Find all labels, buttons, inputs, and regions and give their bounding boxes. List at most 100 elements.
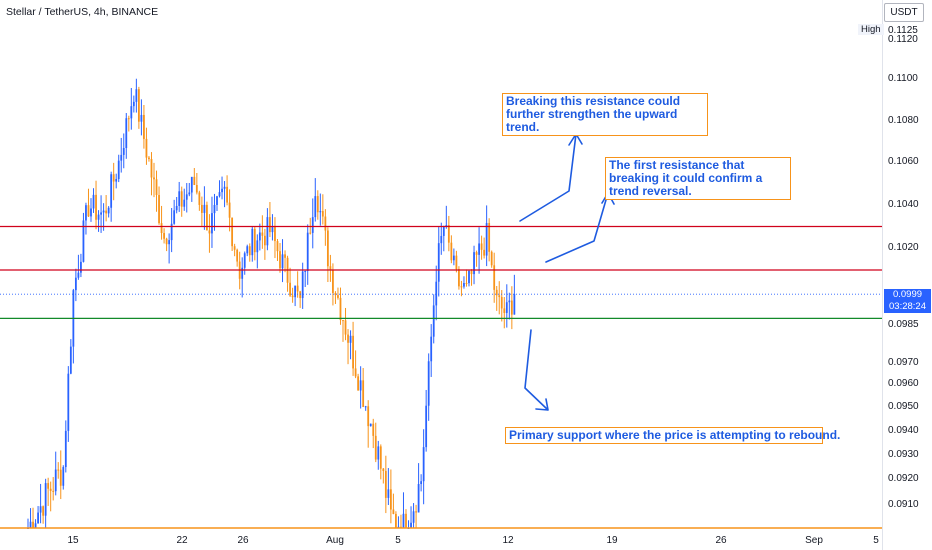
candle-body bbox=[258, 232, 261, 241]
x-tick-label: 5 bbox=[873, 535, 879, 546]
candle-body bbox=[223, 186, 226, 189]
candle-body bbox=[354, 368, 357, 377]
candle-body bbox=[289, 282, 291, 296]
currency-selector[interactable]: USDT bbox=[884, 3, 924, 22]
candle-body bbox=[266, 217, 269, 246]
annotation-resistance-2[interactable]: Breaking this resistance could further s… bbox=[502, 93, 708, 136]
candle-body bbox=[208, 230, 211, 234]
candle-body bbox=[190, 176, 193, 193]
annotation-support[interactable]: Primary support where the price is attem… bbox=[505, 427, 840, 444]
candle-body bbox=[387, 489, 390, 498]
candle-body bbox=[74, 277, 77, 291]
candle-body bbox=[97, 214, 100, 220]
level-lines bbox=[0, 225, 882, 320]
candle-body bbox=[198, 192, 201, 205]
candle-body bbox=[49, 488, 52, 491]
y-tick-label: 0.0920 bbox=[888, 473, 919, 484]
candle-body bbox=[475, 252, 478, 255]
candle-body bbox=[135, 89, 138, 102]
candle-body bbox=[165, 238, 168, 245]
candle-body bbox=[158, 195, 160, 224]
y-tick-label: 0.1125 bbox=[888, 25, 918, 36]
candle-body bbox=[427, 361, 430, 406]
candle-body bbox=[374, 435, 377, 460]
y-tick-label: 0.0950 bbox=[888, 401, 919, 412]
candle-body bbox=[284, 254, 286, 258]
candle-body bbox=[495, 289, 498, 296]
candle-body bbox=[77, 272, 80, 278]
candle-body bbox=[342, 320, 344, 322]
candle-body bbox=[256, 240, 259, 253]
arrow-support bbox=[524, 329, 549, 411]
candle-body bbox=[115, 179, 118, 182]
candle-body bbox=[510, 300, 513, 315]
candle-body bbox=[67, 373, 70, 431]
candle-body bbox=[485, 223, 488, 256]
candle-body bbox=[296, 285, 299, 292]
candle-body bbox=[498, 295, 501, 298]
candle-body bbox=[430, 336, 433, 362]
candle-body bbox=[505, 302, 508, 313]
candle-body bbox=[301, 271, 304, 299]
y-tick-label: 0.1080 bbox=[888, 115, 919, 126]
candle-body bbox=[480, 243, 483, 250]
candle-body bbox=[395, 513, 397, 528]
last-price-tag: 0.0999 03:28:24 bbox=[884, 289, 931, 313]
x-tick-label: 5 bbox=[395, 535, 401, 546]
candle-body bbox=[389, 489, 392, 510]
price-axis[interactable] bbox=[882, 0, 932, 550]
candle-body bbox=[460, 286, 463, 288]
candle-body bbox=[402, 513, 405, 528]
annotation-resistance-1[interactable]: The first resistance that breaking it co… bbox=[605, 157, 791, 200]
candle-body bbox=[369, 423, 372, 427]
candle-body bbox=[130, 106, 133, 119]
candle-body bbox=[137, 89, 140, 122]
y-tick-label: 0.0930 bbox=[888, 449, 919, 460]
candle-body bbox=[276, 241, 279, 252]
candle-body bbox=[226, 186, 228, 203]
y-tick-label: 0.1100 bbox=[888, 73, 918, 84]
candle-body bbox=[80, 261, 82, 273]
candle-body bbox=[352, 335, 354, 369]
candlestick-series bbox=[27, 78, 516, 529]
candle-body bbox=[107, 207, 110, 214]
candle-body bbox=[87, 205, 90, 217]
candle-body bbox=[62, 467, 65, 486]
x-tick-label: 26 bbox=[715, 535, 727, 546]
candle-body bbox=[82, 220, 85, 262]
candle-body bbox=[44, 483, 47, 516]
candle-body bbox=[34, 523, 37, 528]
candle-body bbox=[64, 430, 67, 468]
y-tick-label: 0.1060 bbox=[888, 156, 919, 167]
candle-body bbox=[337, 295, 339, 298]
high-label: High bbox=[858, 24, 884, 35]
x-tick-label: 15 bbox=[67, 535, 79, 546]
annotation-arrows bbox=[519, 133, 615, 411]
candle-body bbox=[455, 255, 458, 270]
candle-body bbox=[29, 521, 32, 528]
candle-body bbox=[39, 506, 42, 513]
candle-body bbox=[168, 240, 171, 245]
candle-body bbox=[188, 192, 191, 195]
candle-body bbox=[344, 320, 347, 335]
candle-body bbox=[488, 223, 491, 252]
candle-body bbox=[52, 490, 55, 492]
candle-body bbox=[463, 283, 465, 287]
candle-body bbox=[329, 266, 332, 271]
candle-body bbox=[377, 446, 380, 460]
candle-body bbox=[490, 251, 493, 266]
candle-body bbox=[248, 246, 251, 256]
y-tick-label: 0.0910 bbox=[888, 499, 919, 510]
candle-body bbox=[379, 446, 382, 469]
candle-body bbox=[95, 194, 97, 220]
candle-body bbox=[263, 235, 266, 246]
candle-body bbox=[468, 270, 470, 284]
candle-body bbox=[175, 205, 178, 211]
candle-body bbox=[304, 270, 307, 272]
candle-body bbox=[294, 285, 297, 298]
candle-body bbox=[143, 114, 145, 139]
candle-body bbox=[221, 188, 223, 193]
candle-body bbox=[442, 226, 445, 236]
y-tick-label: 0.1120 bbox=[888, 34, 918, 45]
